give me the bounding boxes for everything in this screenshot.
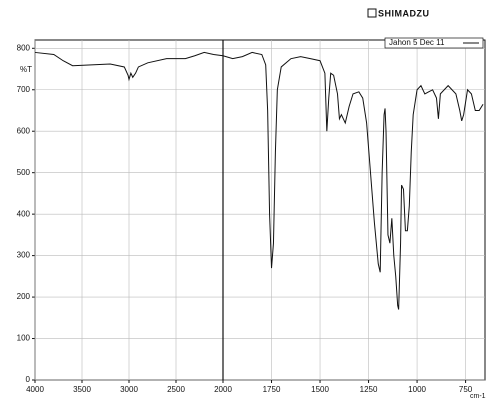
y-tick-label: 600 (17, 126, 31, 135)
logo-icon (367, 8, 377, 18)
x-tick-label: 750 (459, 385, 473, 394)
x-tick-label: 1500 (311, 385, 329, 394)
plot-area (34, 39, 486, 381)
spectrum-line (34, 51, 484, 310)
y-tick-label: 0 (26, 375, 31, 384)
x-tick-label: 3500 (73, 385, 91, 394)
y-tick-label: 200 (17, 292, 31, 301)
y-tick-label: 400 (17, 209, 31, 218)
y-tick-label: 100 (17, 334, 31, 343)
x-tick-label: 1750 (263, 385, 281, 394)
y-axis-label: %T (20, 65, 32, 74)
x-axis-label: cm-1 (470, 393, 486, 400)
x-tick-label: 4000 (26, 385, 44, 394)
legend-box (384, 37, 484, 49)
logo: SHIMADZU (378, 8, 430, 18)
x-tick-label: 2000 (214, 385, 232, 394)
x-tick-label: 1250 (360, 385, 378, 394)
x-tick-label: 2500 (167, 385, 185, 394)
y-tick-label: 300 (17, 251, 31, 260)
y-tick-label: 800 (17, 43, 31, 52)
y-tick-label: 700 (17, 85, 31, 94)
x-tick-label: 1000 (408, 385, 426, 394)
legend-label: Jahon 5 Dec 11 (389, 38, 445, 47)
x-tick-label: 3000 (120, 385, 138, 394)
y-tick-label: 500 (17, 168, 31, 177)
